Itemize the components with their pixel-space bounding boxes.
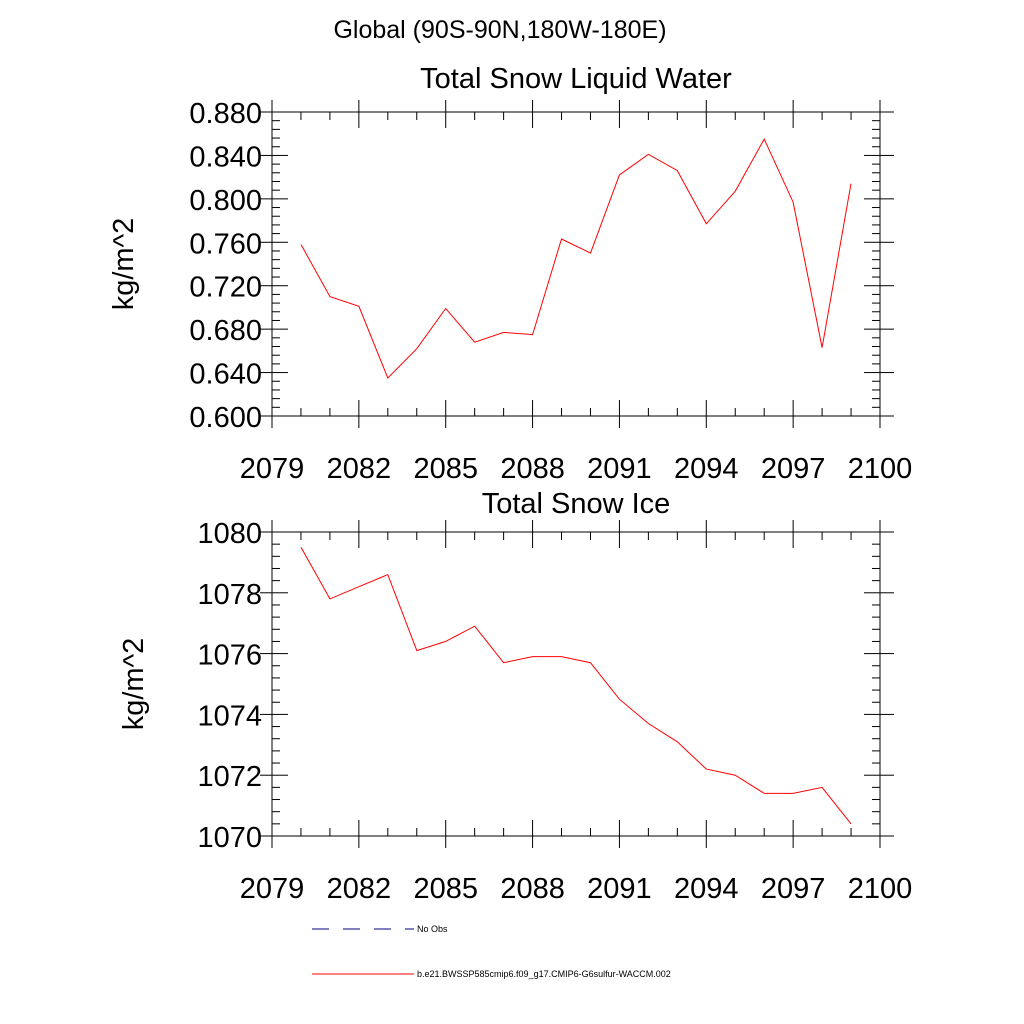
x-tick-label: 2097 (761, 453, 826, 485)
x-tick-label: 2091 (587, 873, 652, 905)
x-tick-label: 2082 (327, 873, 392, 905)
series-line (300, 137, 852, 379)
x-tick-label: 2091 (587, 453, 652, 485)
chart-panel-1: Total Snow Liquid Water kg/m^2 2079 2082 208… (108, 63, 912, 485)
x-tick-label: 2088 (500, 873, 565, 905)
y-tick-label: 0.600 (189, 402, 262, 434)
plot-frame (271, 111, 881, 417)
x-tick-label: 2100 (848, 453, 913, 485)
chart-title: Total Snow Ice (482, 488, 671, 520)
region-title: Global (90S-90N,180W-180E) (333, 16, 667, 44)
x-tick-label: 2094 (674, 453, 739, 485)
x-tick-label: 2085 (413, 453, 478, 485)
series-line (300, 546, 852, 825)
x-tick-label: 2100 (848, 873, 913, 905)
x-tick-label: 2082 (327, 453, 392, 485)
x-tick-label: 2079 (240, 873, 305, 905)
x-tick-label: 2094 (674, 873, 739, 905)
y-axis-label: kg/m^2 (108, 218, 140, 311)
y-tick-label: 0.800 (189, 185, 262, 217)
y-tick-label: 0.640 (189, 359, 262, 391)
y-tick-label: 0.720 (189, 272, 262, 304)
y-tick-label: 1070 (197, 822, 262, 854)
y-tick-label: 1078 (197, 579, 262, 611)
y-tick-label: 0.880 (189, 98, 262, 130)
y-tick-label: 0.840 (189, 141, 262, 173)
y-tick-label: 0.680 (189, 315, 262, 347)
y-axis-label: kg/m^2 (118, 638, 150, 731)
y-tick-label: 0.760 (189, 228, 262, 260)
x-tick-label: 2088 (500, 453, 565, 485)
x-tick-label: 2097 (761, 873, 826, 905)
y-tick-label: 1072 (197, 761, 262, 793)
chart-panel-2: Total Snow Ice kg/m^2 2079 2082 2085 2088 2091… (118, 488, 912, 905)
x-tick-label: 2085 (413, 873, 478, 905)
legend-label: b.e21.BWSSP585cmip6.f09_g17.CMIP6-G6sulf… (417, 969, 671, 979)
y-tick-label: 1074 (197, 700, 262, 732)
x-tick-label: 2079 (240, 453, 305, 485)
plot-frame (271, 531, 881, 837)
chart-title: Total Snow Liquid Water (420, 63, 732, 95)
y-tick-label: 1076 (197, 640, 262, 672)
y-tick-label: 1080 (197, 518, 262, 550)
legend-label: No Obs (417, 924, 448, 934)
legend: No Obs b.e21.BWSSP585cmip6.f09_g17.CMIP6-… (312, 924, 671, 979)
